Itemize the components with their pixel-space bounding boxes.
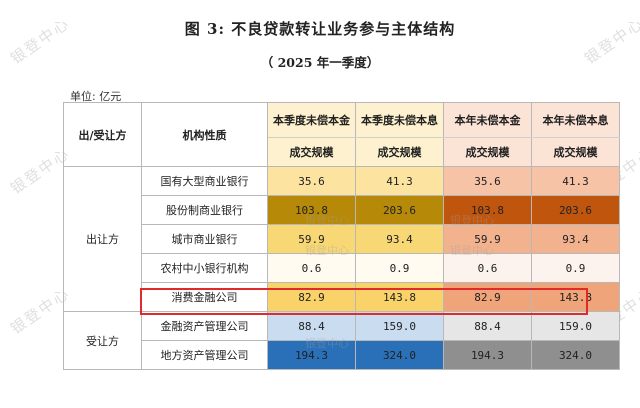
watermark: 银登中心 [450,244,494,257]
value-cell: 93.4 [355,224,444,254]
watermark: 银登中心 [450,214,494,227]
unit-label: 单位: 亿元 [70,90,122,103]
value-cell: 324.0 [531,340,620,370]
value-cell: 159.0 [531,311,620,341]
institution-name: 城市商业银行 [141,224,268,254]
watermark: 银登中心 [305,244,349,257]
value-cell: 143.8 [531,282,620,312]
value-cell: 88.4 [267,311,356,341]
value-cell: 194.3 [267,340,356,370]
value-cell: 203.6 [355,195,444,225]
header-col: 本年未偿本息 [531,102,620,138]
institution-name: 消费金融公司 [141,282,268,312]
value-cell: 93.4 [531,224,620,254]
value-cell: 194.3 [443,340,532,370]
data-table: 出/受让方 机构性质 本季度未偿本金 本季度未偿本息 本年未偿本金 本年未偿本息… [63,102,620,370]
header-col: 本季度未偿本息 [355,102,444,138]
header-sub: 成交规模 [443,137,532,167]
header-party: 出/受让方 [63,102,142,167]
institution-name: 金融资产管理公司 [141,311,268,341]
header-sub: 成交规模 [355,137,444,167]
value-cell: 143.8 [355,282,444,312]
value-cell: 35.6 [443,166,532,196]
value-cell: 0.9 [531,253,620,283]
group-label: 出让方 [63,166,142,312]
institution-name: 地方资产管理公司 [141,340,268,370]
value-cell: 41.3 [531,166,620,196]
value-cell: 0.6 [267,253,356,283]
value-cell: 35.6 [267,166,356,196]
figure-title: 图 3: 不良贷款转让业务参与主体结构 [184,20,456,38]
value-cell: 203.6 [531,195,620,225]
watermark: 银登中心 [305,214,349,227]
value-cell: 82.9 [443,282,532,312]
value-cell: 88.4 [443,311,532,341]
value-cell: 0.9 [355,253,444,283]
value-cell: 41.3 [355,166,444,196]
header-sub: 成交规模 [531,137,620,167]
header-sub: 成交规模 [267,137,356,167]
header-col: 本年未偿本金 [443,102,532,138]
value-cell: 103.8 [443,195,532,225]
value-cell: 59.9 [443,224,532,254]
header-institution: 机构性质 [141,102,268,167]
institution-name: 农村中小银行机构 [141,253,268,283]
institution-name: 股份制商业银行 [141,195,268,225]
value-cell: 324.0 [355,340,444,370]
watermark: 银登中心 [305,337,349,350]
header-col: 本季度未偿本金 [267,102,356,138]
value-cell: 159.0 [355,311,444,341]
institution-name: 国有大型商业银行 [141,166,268,196]
value-cell: 59.9 [267,224,356,254]
value-cell: 82.9 [267,282,356,312]
figure-subtitle: （ 2025 年一季度） [260,55,380,70]
group-label: 受让方 [63,311,142,370]
